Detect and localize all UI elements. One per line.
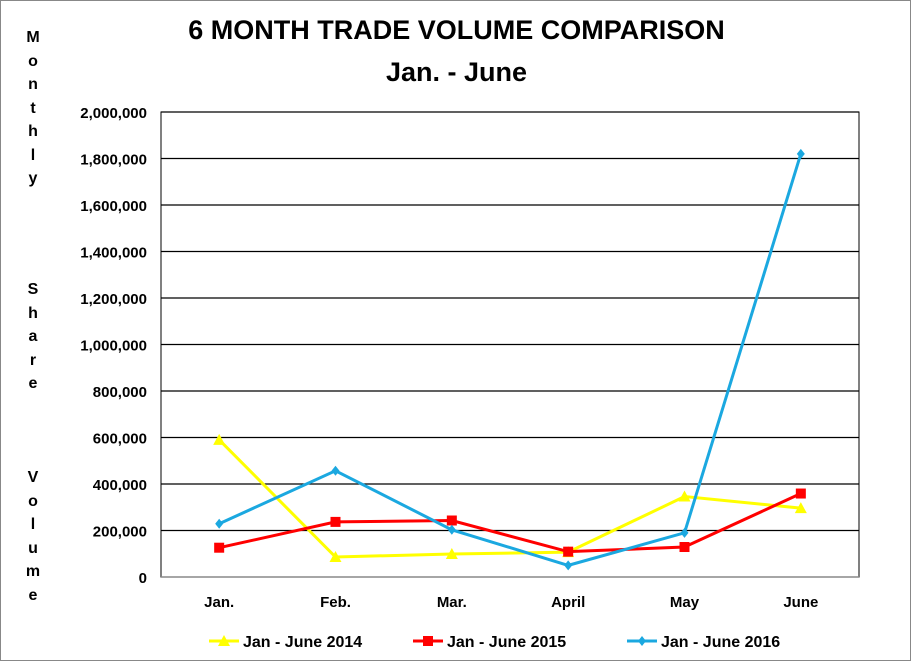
data-point-square [423,636,433,646]
y-tick-label: 600,000 [93,431,147,448]
data-point-triangle [794,502,807,514]
data-point-triangle [218,635,230,646]
y-tick-label: 1,000,000 [80,338,147,355]
legend-label: Jan - June 2014 [243,634,362,651]
y-axis-label-letter: l [30,516,36,533]
y-tick-label: 2,000,000 [80,105,147,122]
x-tick-label: June [783,594,818,611]
y-tick-label: 800,000 [93,384,147,401]
x-tick-label: April [551,594,585,611]
y-axis-label-letter: e [28,586,38,604]
y-axis-label-letter: y [28,170,38,187]
y-axis-label-letter: M [26,29,40,46]
data-point-square [446,515,457,526]
data-point-diamond [215,518,224,529]
series-line [218,153,803,567]
y-tick-label: 200,000 [93,524,147,541]
data-point-diamond [680,527,689,538]
y-axis-label-letter: u [28,539,38,557]
data-point-triangle [213,433,226,445]
y-axis-label-letter: l [30,146,36,164]
data-point-square [563,546,574,557]
x-tick-label: Mar. [437,594,467,611]
data-point-square [214,542,225,553]
x-tick-label: May [670,594,700,611]
data-point-diamond [564,560,573,571]
y-axis-label-letter: o [28,492,38,510]
data-point-diamond [796,148,805,159]
y-tick-label: 1,600,000 [80,198,147,215]
y-axis-label-letter: m [25,563,41,580]
y-tick-label: 1,200,000 [80,291,147,308]
data-point-diamond [331,465,340,476]
y-axis-label-letter: t [30,99,36,117]
y-axis-label-letter: S [27,281,39,298]
series-line [218,492,802,554]
legend-label: Jan - June 2016 [661,634,780,651]
data-point-triangle [678,490,691,502]
series-line [218,438,801,559]
y-axis-label-letter: n [28,76,38,93]
x-tick-label: Jan. [204,594,234,611]
y-axis-label-letter: r [29,351,37,369]
chart-subtitle: Jan. - June [385,57,528,87]
x-tick-label: Feb. [320,594,351,611]
y-tick-label: 400,000 [93,477,147,494]
data-point-diamond [638,636,646,646]
data-point-square [795,488,806,499]
y-axis-label-letter: V [27,469,39,486]
data-point-diamond [447,524,456,535]
y-tick-label: 0 [139,570,147,587]
data-point-square [679,542,690,553]
chart-title: 6 MONTH TRADE VOLUME COMPARISON [188,15,725,45]
y-axis-label-letter: o [28,52,38,70]
legend-label: Jan - June 2015 [447,634,566,651]
data-point-triangle [445,547,458,559]
y-axis-label-letter: e [28,375,38,392]
y-axis-label-letter: h [28,123,38,140]
y-axis-label-letter: a [28,328,38,345]
data-point-triangle [329,551,342,563]
data-point-square [330,516,341,527]
y-tick-label: 1,800,000 [80,152,147,169]
y-tick-label: 1,400,000 [80,245,147,262]
y-axis-label-letter: h [28,304,38,322]
